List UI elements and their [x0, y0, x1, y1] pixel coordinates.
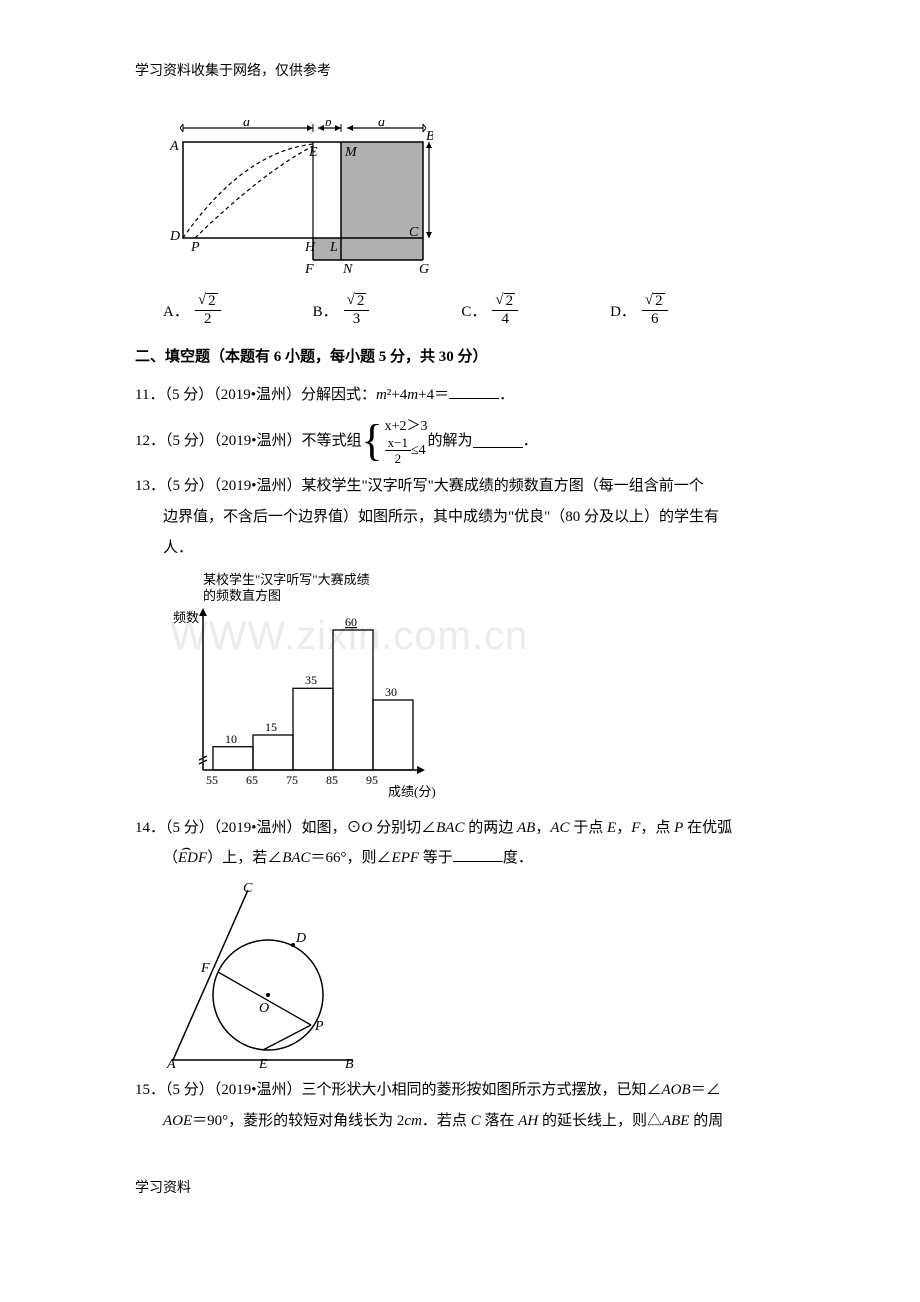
- option-a: A． √2 2: [163, 293, 221, 327]
- option-a-label: A．: [163, 300, 189, 321]
- svg-text:O: O: [259, 1001, 269, 1016]
- answer-options: A． √2 2 B． √2 3 C． √2 4 D． √2 6: [163, 293, 785, 327]
- option-d-label: D．: [610, 300, 636, 321]
- svg-text:60: 60: [345, 615, 357, 629]
- q12-prefix: 12．（5 分）（2019•温州）不等式组: [135, 426, 362, 457]
- svg-text:D: D: [169, 229, 180, 244]
- svg-text:F: F: [200, 961, 210, 976]
- svg-text:A: A: [169, 139, 179, 154]
- footer-note: 学习资料: [135, 1177, 785, 1197]
- svg-text:A: A: [166, 1057, 176, 1070]
- svg-text:B: B: [345, 1057, 354, 1070]
- svg-text:G: G: [419, 262, 429, 277]
- svg-text:F: F: [304, 262, 314, 277]
- svg-text:35: 35: [305, 673, 317, 687]
- option-c-label: C．: [461, 300, 486, 321]
- svg-text:C: C: [243, 881, 253, 896]
- svg-text:C: C: [409, 225, 419, 240]
- svg-text:P: P: [314, 1019, 324, 1034]
- question-11: 11．（5 分）（2019•温州）分解因式：m²+4m+4＝．: [135, 380, 785, 411]
- svg-text:65: 65: [246, 773, 258, 787]
- blank-12: [473, 434, 523, 448]
- option-b-label: B．: [313, 300, 338, 321]
- inequality-system: { x+2＞3 x−1 2 ≤4: [362, 417, 428, 466]
- svg-text:H: H: [304, 240, 316, 255]
- svg-text:某校学生"汉字听写"大赛成绩: 某校学生"汉字听写"大赛成绩: [203, 572, 370, 587]
- svg-text:L: L: [329, 240, 338, 255]
- option-b: B． √2 3: [313, 293, 370, 327]
- svg-text:M: M: [344, 145, 358, 160]
- circle-figure: C D F O P A E B: [163, 880, 785, 1075]
- svg-text:95: 95: [366, 773, 378, 787]
- option-c: C． √2 4: [461, 293, 518, 327]
- q11-prefix: 11．（5 分）（2019•温州）分解因式：: [135, 387, 376, 403]
- svg-text:a: a: [243, 120, 250, 130]
- question-15: 15．（5 分）（2019•温州）三个形状大小相同的菱形按如图所示方式摆放，已知…: [135, 1075, 785, 1137]
- option-d: D． √2 6: [610, 293, 668, 327]
- svg-text:30: 30: [385, 685, 397, 699]
- svg-text:E: E: [308, 145, 318, 160]
- svg-text:75: 75: [286, 773, 298, 787]
- top-figure: a b a a A B: [163, 120, 785, 285]
- svg-text:85: 85: [326, 773, 338, 787]
- geometry-diagram: a b a a A B: [163, 120, 433, 280]
- blank-11: [449, 385, 499, 399]
- svg-text:a: a: [378, 120, 385, 130]
- svg-text:D: D: [295, 931, 306, 946]
- question-12: 12．（5 分）（2019•温州）不等式组 { x+2＞3 x−1 2 ≤4 的…: [135, 417, 785, 466]
- svg-text:55: 55: [206, 773, 218, 787]
- svg-text:的频数直方图: 的频数直方图: [203, 588, 281, 603]
- svg-text:成绩(分): 成绩(分): [388, 784, 436, 799]
- blank-14: [453, 848, 503, 862]
- header-note: 学习资料收集于网络，仅供参考: [135, 60, 785, 80]
- svg-text:N: N: [342, 262, 353, 277]
- svg-text:10: 10: [225, 732, 237, 746]
- question-13: 13．（5 分）（2019•温州）某校学生"汉字听写"大赛成绩的频数直方图（每一…: [135, 471, 785, 563]
- question-14: 14．（5 分）（2019•温州）如图，⊙O 分别切∠BAC 的两边 AB，AC…: [135, 813, 785, 875]
- svg-text:P: P: [190, 240, 200, 255]
- svg-text:频数: 频数: [173, 610, 199, 625]
- section-title: 二、填空题（本题有 6 小题，每小题 5 分，共 30 分）: [135, 345, 785, 366]
- svg-text:E: E: [258, 1057, 268, 1070]
- svg-text:b: b: [325, 120, 332, 129]
- histogram: 某校学生"汉字听写"大赛成绩 的频数直方图 频数 10 15 35 60 30: [163, 570, 785, 805]
- svg-text:15: 15: [265, 720, 277, 734]
- svg-text:B: B: [426, 129, 433, 144]
